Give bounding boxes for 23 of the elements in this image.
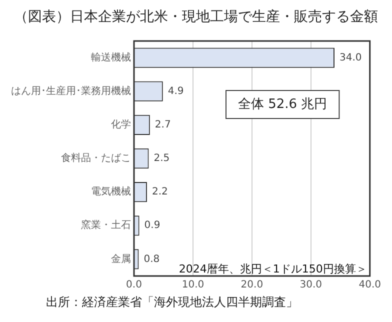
data-label: 34.0 bbox=[339, 52, 362, 64]
y-tick-label: 輸送機械 bbox=[91, 51, 131, 64]
y-tick-label: 化学 bbox=[111, 118, 131, 131]
chart-title: （図表）日本企業が北米・現地工場で生産・販売する金額 bbox=[13, 8, 379, 27]
y-tick-label: 食料品・たばこ bbox=[61, 152, 131, 164]
text: 出所：経済産業省「海外現地法人四半期調査」 bbox=[45, 294, 299, 311]
data-label: 0.9 bbox=[144, 220, 160, 232]
data-label: 4.9 bbox=[168, 86, 184, 97]
x-tick-label: 30.0 bbox=[300, 280, 322, 291]
x-tick-label: 20.0 bbox=[240, 280, 264, 291]
x-tick-label: 10.0 bbox=[182, 280, 204, 291]
data-label: 2.5 bbox=[154, 153, 170, 164]
y-tick-label: 窯業・土石 bbox=[81, 219, 131, 232]
x-tick-label: 40.0 bbox=[358, 280, 381, 291]
data-label: 2.7 bbox=[154, 120, 171, 131]
data-label: 2.2 bbox=[152, 186, 168, 198]
annotation: 全体 52.6 兆円 bbox=[238, 96, 328, 112]
y-tick-label: はん用･生産用･業務用機械 bbox=[11, 84, 131, 97]
annotation: 2024暦年、兆円＜1ドル150円換算＞ bbox=[178, 262, 367, 276]
data-label: 0.8 bbox=[144, 254, 160, 265]
x-tick-label: 0.0 bbox=[126, 280, 142, 291]
y-tick-label: 金属 bbox=[111, 252, 131, 265]
y-tick-label: 電気機械 bbox=[91, 186, 131, 198]
